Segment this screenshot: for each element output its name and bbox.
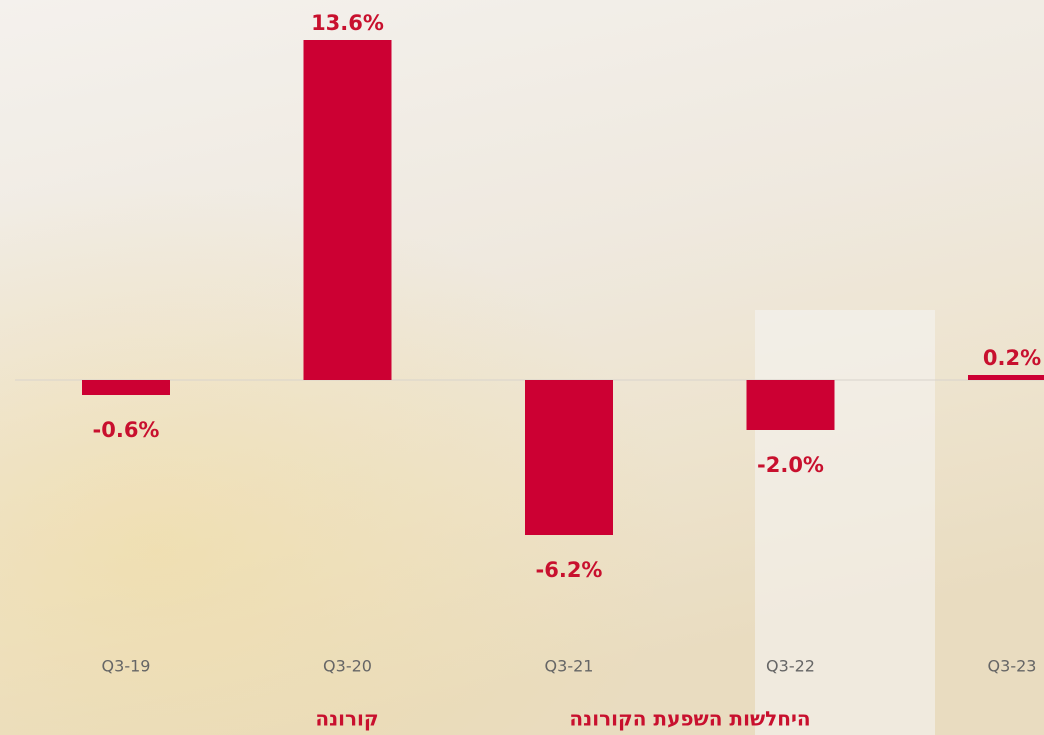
value-label: 0.2% [983, 346, 1041, 370]
x-tick-label: Q3-19 [102, 657, 151, 676]
value-label: 13.6% [311, 11, 384, 35]
value-label: -0.6% [93, 418, 160, 442]
annotation: קורונה [315, 707, 378, 731]
bar [747, 380, 835, 430]
bar [968, 375, 1044, 380]
value-label: -6.2% [536, 558, 603, 582]
chart: קורונה היחלשות השפעת הקורונה -0.6% Q3-19 1… [0, 0, 1044, 735]
x-tick-label: Q3-20 [323, 657, 372, 676]
bar [525, 380, 613, 535]
x-tick-label: Q3-21 [545, 657, 594, 676]
bar [82, 380, 170, 395]
x-tick-label: Q3-23 [988, 657, 1037, 676]
x-tick-label: Q3-22 [766, 657, 815, 676]
annotation: היחלשות השפעת הקורונה [569, 707, 810, 731]
bar [304, 40, 392, 380]
value-label: -2.0% [757, 453, 824, 477]
